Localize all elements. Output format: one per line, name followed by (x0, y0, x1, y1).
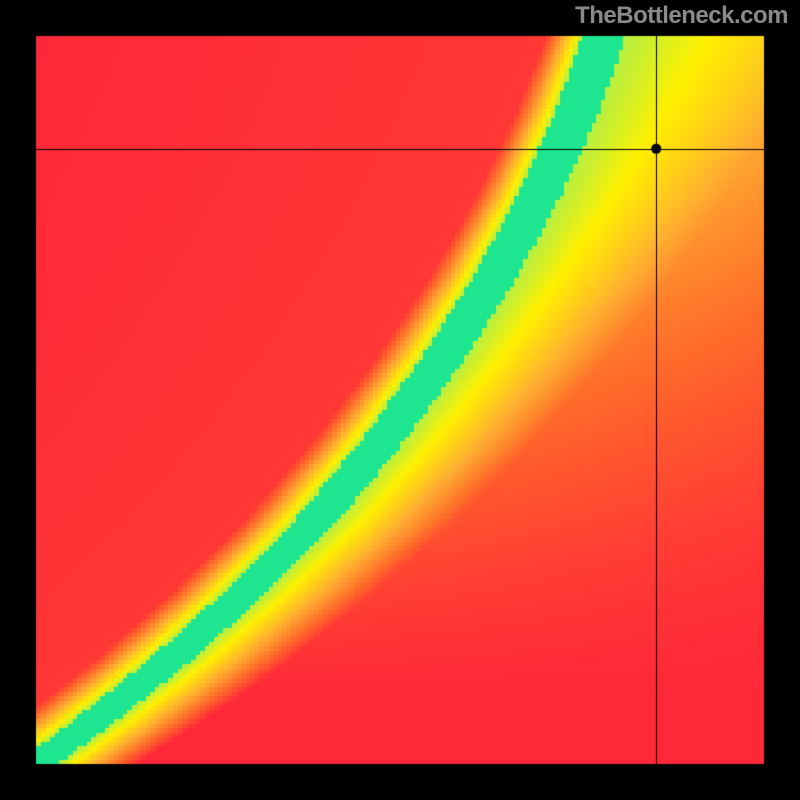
watermark-text: TheBottleneck.com (575, 2, 788, 30)
heatmap-plot (0, 0, 800, 800)
